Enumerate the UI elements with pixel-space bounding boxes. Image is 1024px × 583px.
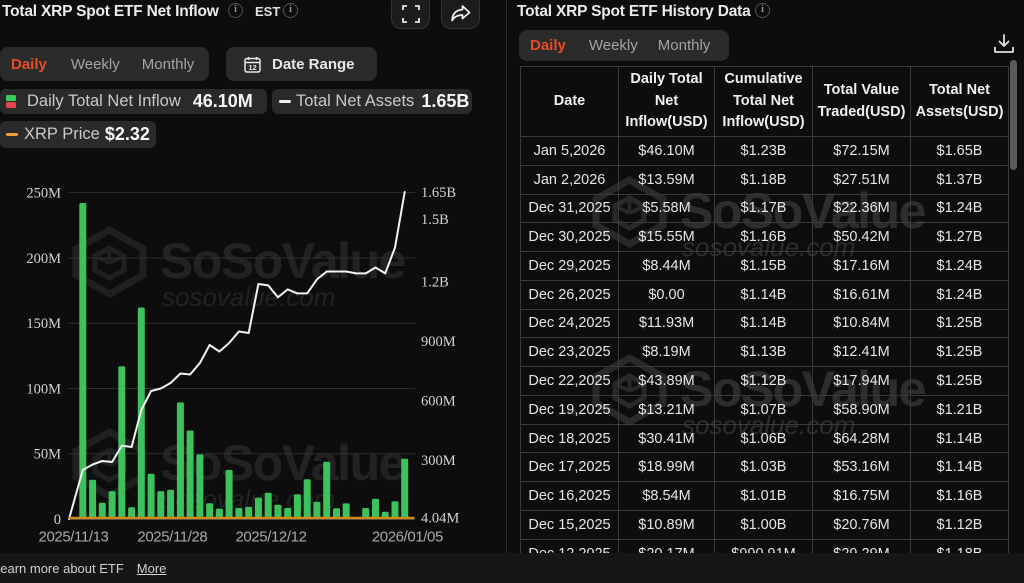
svg-text:300M: 300M xyxy=(421,453,456,469)
svg-text:50M: 50M xyxy=(34,447,62,463)
svg-text:2025/11/28: 2025/11/28 xyxy=(137,529,207,546)
svg-text:1.5B: 1.5B xyxy=(421,212,449,228)
svg-text:200M: 200M xyxy=(26,251,61,267)
svg-text:1.65B: 1.65B xyxy=(421,185,456,201)
svg-text:4.04M: 4.04M xyxy=(421,511,459,527)
svg-text:SoSoValue: SoSoValue xyxy=(160,233,406,289)
svg-text:2025/11/13: 2025/11/13 xyxy=(39,529,109,546)
svg-text:0: 0 xyxy=(54,512,61,528)
svg-text:600M: 600M xyxy=(421,394,456,410)
svg-text:12: 12 xyxy=(248,63,256,72)
svg-text:2026/01/05: 2026/01/05 xyxy=(372,529,443,546)
svg-text:250M: 250M xyxy=(26,186,61,202)
svg-text:1.2B: 1.2B xyxy=(421,274,449,290)
svg-text:sosovalue.com: sosovalue.com xyxy=(162,282,335,312)
svg-text:100M: 100M xyxy=(26,382,61,398)
svg-text:2025/12/12: 2025/12/12 xyxy=(235,529,306,546)
svg-text:150M: 150M xyxy=(26,316,61,332)
svg-text:900M: 900M xyxy=(421,334,456,350)
